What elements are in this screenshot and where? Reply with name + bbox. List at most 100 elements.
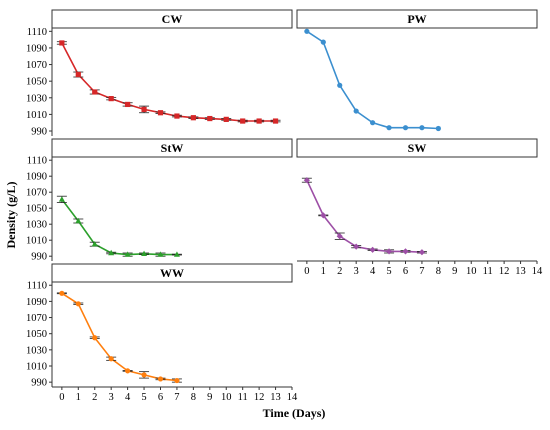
data-point	[272, 118, 279, 124]
x-tick-label: 4	[370, 266, 376, 277]
y-tick-label: 1030	[26, 345, 47, 356]
x-tick-label: 10	[466, 266, 477, 277]
y-tick-label: 1050	[26, 204, 47, 215]
data-point	[304, 28, 310, 34]
data-point	[58, 196, 65, 202]
data-point	[75, 71, 81, 78]
data-point	[418, 249, 426, 256]
panel-strip-ww	[51, 263, 293, 283]
data-point	[157, 110, 164, 116]
y-tick-label: 1070	[26, 188, 47, 199]
x-tick-label: 2	[92, 392, 97, 403]
y-tick-label: 1110	[27, 281, 47, 292]
y-tick-label: 1110	[27, 156, 47, 167]
data-point	[141, 250, 148, 256]
x-tick-label: 5	[141, 392, 146, 403]
data-point	[108, 96, 114, 102]
y-tick-label: 1050	[26, 329, 47, 340]
x-tick-label: 9	[452, 266, 457, 277]
panel-title-cw: CW	[162, 12, 183, 26]
x-tick-label: 8	[436, 266, 441, 277]
series-line-ww	[61, 292, 177, 382]
data-point	[190, 115, 196, 121]
y-tick-label: 1030	[26, 93, 47, 104]
x-tick-label: 14	[287, 392, 298, 403]
panel-sw: SW0 1 2 3 4 5 6 7 8 9 10 11 12 13 14	[296, 138, 543, 277]
x-tick-label: 3	[354, 266, 359, 277]
data-point	[141, 372, 147, 378]
data-point	[386, 125, 392, 131]
y-tick-label: 1030	[26, 220, 47, 231]
data-point	[141, 106, 147, 113]
x-tick-label: 4	[125, 392, 131, 403]
data-point	[92, 89, 98, 95]
panel-title-stw: StW	[161, 141, 184, 155]
panel-strip-stw	[51, 138, 293, 158]
y-tick-label: 990	[31, 127, 47, 138]
data-point	[256, 118, 262, 124]
data-point	[173, 251, 180, 257]
x-tick-label: 3	[109, 392, 114, 403]
data-point	[157, 376, 164, 382]
y-tick-label: 990	[31, 252, 47, 263]
panel-stw: StW 990 1010 1030 1050 1070 1090 1110	[26, 138, 293, 263]
series-line-cw	[61, 42, 276, 122]
y-tick-label: 1010	[26, 362, 47, 373]
data-point	[223, 116, 229, 122]
x-tick-label: 7	[174, 392, 179, 403]
x-axis-title: Time (Days)	[263, 406, 326, 420]
data-point	[336, 233, 343, 240]
panel-strip-pw	[296, 9, 538, 29]
x-tick-label: 13	[270, 392, 281, 403]
data-point	[402, 248, 409, 255]
data-point	[402, 125, 409, 131]
y-tick-label: 1050	[26, 77, 47, 88]
x-tick-label: 0	[304, 266, 309, 277]
data-point	[207, 115, 213, 122]
panel-title-pw: PW	[407, 12, 426, 26]
x-tick-label: 1	[76, 392, 81, 403]
data-point	[75, 301, 81, 307]
data-point	[108, 356, 114, 362]
data-point	[124, 251, 131, 257]
x-tick-label: 10	[221, 392, 232, 403]
y-tick-label: 1090	[26, 43, 47, 54]
panel-pw: PW	[296, 9, 538, 132]
x-tick-label: 7	[419, 266, 424, 277]
x-tick-label: 8	[191, 392, 196, 403]
panel-strip-sw	[296, 138, 538, 158]
series-line-stw	[61, 198, 177, 256]
data-point	[370, 120, 376, 126]
x-tick-label: 5	[386, 266, 391, 277]
data-point	[174, 377, 180, 384]
data-point	[75, 217, 82, 224]
x-tick-label: 12	[499, 266, 510, 277]
data-point	[337, 82, 343, 88]
data-point	[91, 241, 98, 247]
panel-strip-cw	[51, 9, 293, 29]
x-tick-label: 6	[403, 266, 408, 277]
data-point	[435, 125, 441, 132]
data-point	[59, 290, 65, 296]
x-tick-label: 0	[59, 392, 64, 403]
data-point	[353, 108, 359, 114]
panels-group: CW990101010301050107010901110PWStW990101…	[26, 9, 543, 403]
panel-cw: CW 990 1010 1030 1050 1070 1090 1110	[26, 9, 293, 138]
panel-title-ww: WW	[160, 266, 184, 280]
data-point	[92, 335, 98, 341]
y-tick-label: 990	[31, 378, 47, 389]
x-tick-label: 14	[532, 266, 543, 277]
y-tick-label: 1110	[27, 27, 47, 38]
x-tick-label: 13	[515, 266, 526, 277]
y-tick-label: 1070	[26, 313, 47, 324]
data-point	[385, 248, 393, 255]
data-point	[157, 251, 164, 257]
panel-title-sw: SW	[408, 141, 427, 155]
x-tick-label: 11	[483, 266, 493, 277]
data-point	[353, 243, 360, 250]
data-point	[59, 40, 65, 46]
data-point	[174, 113, 180, 119]
x-tick-label: 9	[207, 392, 212, 403]
y-tick-label: 1090	[26, 297, 47, 308]
